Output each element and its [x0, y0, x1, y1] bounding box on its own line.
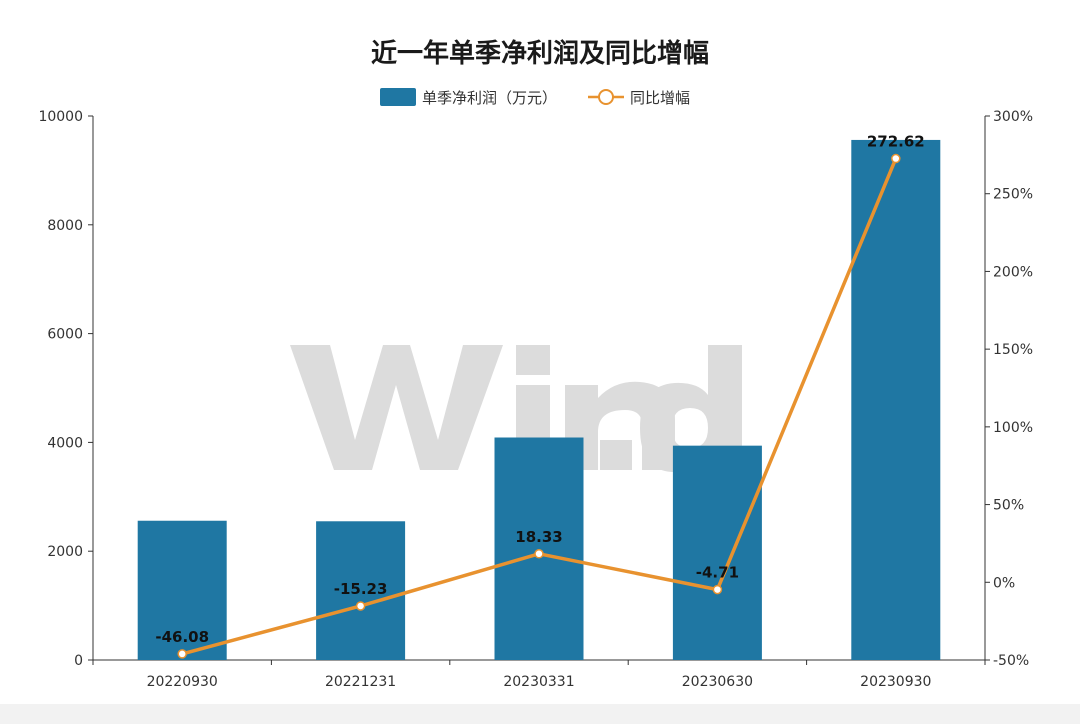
y-right-tick-label: 150%: [993, 342, 1033, 358]
watermark-letter-i-dot: [516, 345, 550, 375]
line-point: [891, 153, 901, 164]
bar: [672, 445, 762, 660]
line-point: [534, 549, 544, 559]
data-label: -4.71: [696, 564, 739, 582]
bar: [137, 520, 227, 660]
line-series: -46.08 -15.23 18.33 -4.71 272.62: [155, 133, 925, 659]
bottom-strip: [0, 704, 1080, 724]
y-left-tick-label: 6000: [47, 327, 83, 343]
legend: 单季净利润（万元） 同比增幅: [380, 88, 690, 107]
legend-line-label: 同比增幅: [630, 89, 690, 107]
y-left-tick-label: 0: [74, 653, 83, 669]
axes: 0 2000 4000 6000 8000 10000 -50% 0% 50% 100% 150% 2…: [38, 109, 1033, 690]
x-tick-label: 20221231: [325, 674, 396, 690]
data-label: 18.33: [515, 528, 562, 546]
y-right-tick-label: -50%: [993, 653, 1029, 669]
legend-bar-swatch: [380, 88, 416, 106]
line-point: [712, 584, 723, 595]
watermark-letter-d: [640, 345, 742, 473]
y-left-tick-label: 2000: [47, 544, 83, 560]
data-label: 272.62: [867, 133, 925, 151]
watermark-letter-w: [290, 345, 503, 470]
x-tick-label: 20230630: [682, 674, 753, 690]
x-tick-label: 20230930: [860, 674, 931, 690]
y-right-tick-label: 200%: [993, 264, 1033, 280]
y-left-tick-label: 4000: [47, 435, 83, 451]
y-right-tick-label: 300%: [993, 109, 1033, 125]
chart-title: 近一年单季净利润及同比增幅: [371, 38, 709, 69]
x-tick-label: 20220930: [147, 674, 218, 690]
data-label: -15.23: [334, 580, 388, 598]
y-left-tick-label: 8000: [47, 218, 83, 234]
y-right-tick-label: 0%: [993, 575, 1015, 591]
bar: [316, 521, 406, 660]
line-point: [355, 601, 366, 611]
bar: [494, 437, 584, 660]
y-right-tick-label: 50%: [993, 498, 1024, 514]
y-left-tick-label: 10000: [38, 109, 83, 125]
bar: [851, 139, 941, 660]
legend-line-marker: [598, 89, 614, 105]
x-tick-label: 20230331: [503, 674, 574, 690]
line-point: [177, 649, 187, 659]
data-label: -46.08: [155, 628, 209, 646]
y-right-tick-label: 100%: [993, 420, 1033, 436]
watermark-period: [600, 440, 632, 470]
y-right-tick-label: 250%: [993, 187, 1033, 203]
legend-bar-label: 单季净利润（万元）: [422, 89, 557, 107]
